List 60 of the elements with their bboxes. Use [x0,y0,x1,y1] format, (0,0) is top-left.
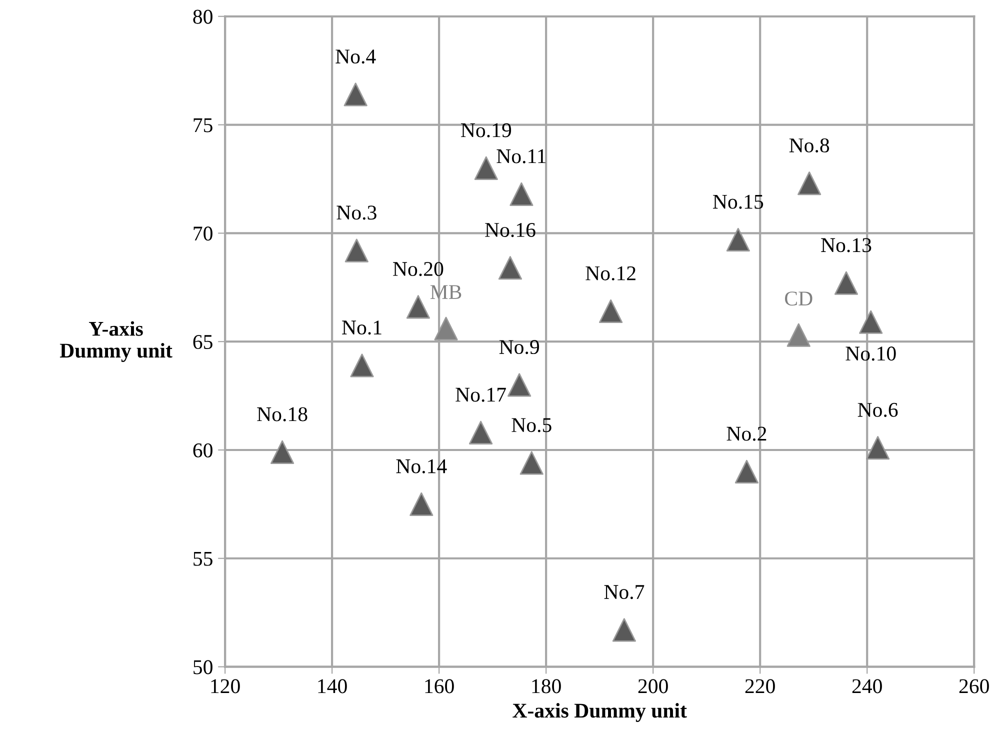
annotation: No.11 [496,149,546,164]
x-tick-label: 200 [638,679,668,694]
annotation: No.9 [499,340,540,354]
point [350,354,374,378]
annotation: No.16 [485,222,536,238]
point [498,256,522,280]
y-tick-label: 65 [193,335,212,350]
y-tick-label: 75 [194,118,212,132]
y-tick-label: 70 [194,226,212,241]
x-tick-label: 220 [745,679,775,694]
annotation: No.20 [393,262,444,276]
point [410,492,434,516]
point [508,373,532,397]
annotation: No.17 [456,388,506,402]
point [859,310,883,334]
annotation: No.5 [512,418,552,432]
x-tick-label: 180 [532,679,561,694]
point [434,316,458,340]
annotation: No.18 [257,407,308,422]
y-tick-label: 60 [193,443,212,458]
y-tick-label: 80 [193,10,212,24]
point [510,182,534,206]
x-tick-label: 260 [959,679,989,694]
annotation: No.14 [396,459,447,474]
y-axis-title: Y-axis Dummy unit [60,321,172,362]
x-tick-label: 240 [852,679,882,694]
annotation: No.15 [713,194,764,209]
annotation: No.6 [858,402,898,418]
point [344,238,368,262]
annotation: No.7 [604,585,644,600]
annotation: No.10 [846,346,896,361]
annotation: No.2 [726,426,766,441]
annotation: No.12 [586,266,636,280]
point [798,172,822,196]
point [612,618,636,642]
y-tick-label: 50 [194,660,212,674]
point [406,295,430,319]
annotation: No.19 [460,123,512,138]
point [786,323,810,347]
point [834,271,858,295]
annotation: No.4 [336,50,376,64]
x-tick-label: 120 [211,679,240,694]
point [734,460,759,484]
x-axis-title: X-axis Dummy unit [512,703,687,722]
point [344,82,368,106]
annotation: No.8 [789,138,830,153]
point [866,436,890,460]
point [520,451,544,475]
x-tick-label: 160 [425,679,454,694]
series-label: CD [785,292,812,306]
annotation: No.13 [821,238,872,252]
point [474,156,498,180]
point [270,440,294,464]
point [468,420,493,444]
annotation: No.1 [342,320,382,335]
point [599,299,623,324]
annotation: No.3 [336,206,376,220]
x-tick-label: 140 [318,679,347,694]
point [726,228,750,252]
y-tick-label: 55 [194,552,212,566]
